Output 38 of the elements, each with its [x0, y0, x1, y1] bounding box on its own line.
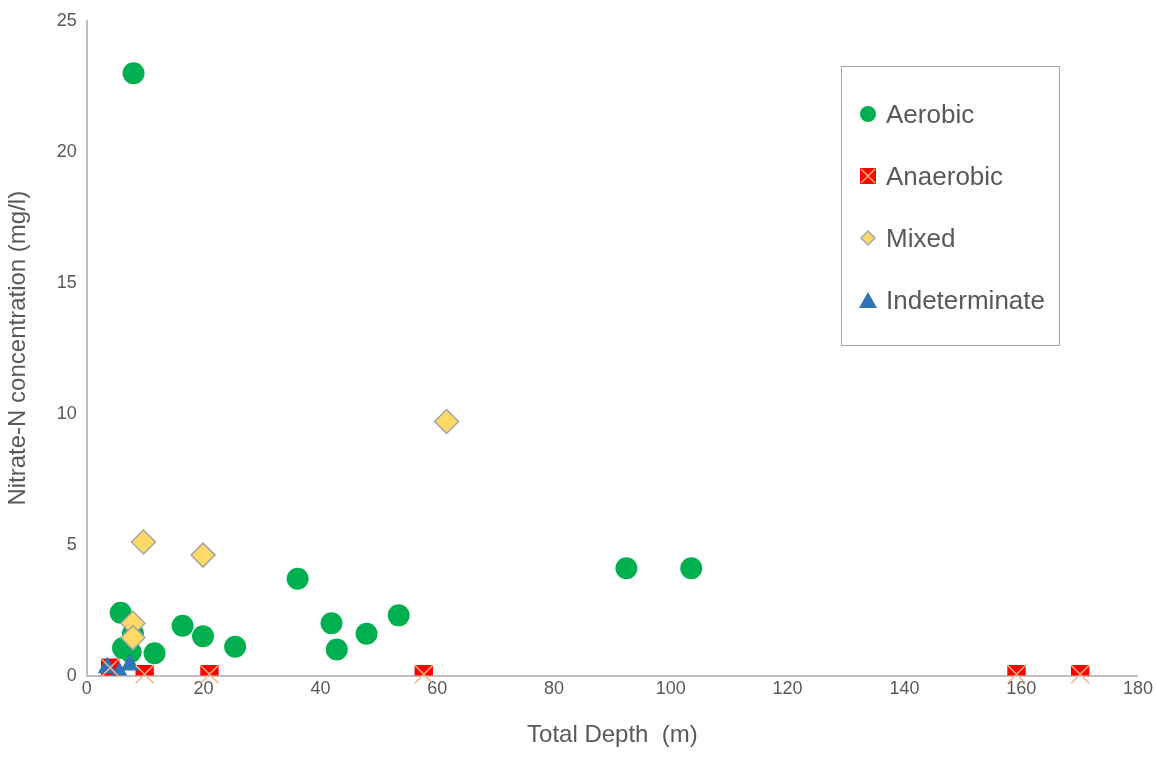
x-tick-label: 20	[193, 678, 214, 699]
x-tick-label: 140	[889, 678, 920, 699]
x-tick-label: 60	[427, 678, 448, 699]
legend-label: Mixed	[886, 222, 956, 254]
point	[190, 542, 216, 568]
x-tick-label: 160	[1006, 678, 1037, 699]
legend-label: Anaerobic	[886, 160, 1004, 192]
point	[355, 622, 378, 645]
point	[433, 408, 460, 435]
x-tick-label: 180	[1122, 678, 1154, 699]
point	[143, 642, 166, 665]
y-tick-label: 5	[66, 533, 77, 554]
x-tick-label: 120	[772, 678, 803, 699]
point	[122, 62, 145, 85]
point	[130, 529, 157, 555]
y-tick-label: 0	[66, 664, 77, 685]
x-axis-title: Total Depth (m)	[527, 720, 698, 748]
x-tick-label: 80	[543, 678, 565, 699]
legend-label: Aerobic	[886, 98, 975, 130]
x-tick-label: 40	[310, 678, 331, 699]
point	[192, 625, 215, 648]
point	[680, 557, 703, 580]
point	[615, 557, 638, 580]
y-tick-label: 25	[56, 9, 77, 30]
point	[120, 624, 146, 651]
x-tick-label: 0	[81, 678, 92, 699]
point	[224, 635, 247, 658]
y-tick-label: 15	[56, 271, 77, 292]
y-tick-label: 20	[56, 140, 77, 161]
legend-label: Indeterminate	[886, 284, 1045, 316]
y-tick-label: 10	[56, 402, 77, 423]
point	[320, 612, 343, 635]
point	[286, 567, 309, 590]
y-axis-title: Nitrate-N concentration (mg/l)	[3, 190, 31, 506]
x-tick-label: 100	[655, 678, 686, 699]
point	[171, 614, 194, 637]
point	[325, 638, 348, 661]
point	[387, 604, 410, 627]
